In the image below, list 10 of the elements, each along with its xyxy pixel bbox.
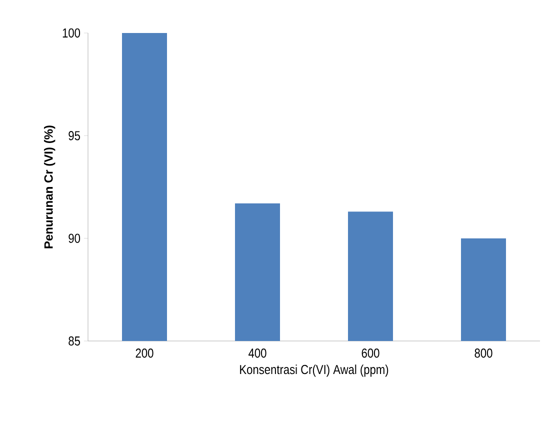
y-tick-label: 90 bbox=[68, 234, 80, 243]
y-tick-label: 95 bbox=[68, 131, 80, 140]
y-axis-title: Penurunan Cr (VI) (%) bbox=[44, 126, 56, 248]
x-tick-label: 400 bbox=[248, 348, 266, 358]
x-tick-label: 600 bbox=[362, 348, 380, 358]
y-tick-label: 85 bbox=[68, 336, 80, 346]
y-tick-label: 100 bbox=[62, 28, 80, 38]
x-axis-title: Konsentrasi Cr(VI) Awal (ppm) bbox=[240, 364, 388, 377]
x-tick-label: 200 bbox=[136, 348, 154, 358]
x-tick-label: 800 bbox=[474, 348, 492, 358]
